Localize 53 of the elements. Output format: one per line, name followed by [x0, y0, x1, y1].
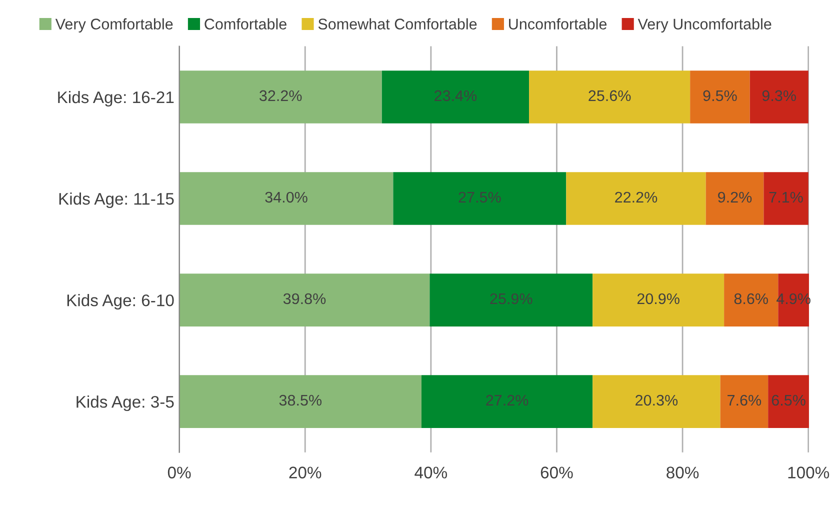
data-label: 32.2%: [260, 90, 302, 102]
y-tick-label: Kids Age: 6-10: [67, 294, 174, 310]
bar: [179, 70, 382, 124]
bar: [382, 70, 530, 124]
data-label: 34.0%: [265, 192, 308, 203]
legend-label: Uncomfortable: [509, 18, 607, 30]
x-tick-label: 0%: [168, 466, 191, 478]
legend-label: Very Comfortable: [55, 18, 173, 33]
x-tick-label: 80%: [666, 466, 699, 478]
y-tick-label: Kids Age: 16-21: [58, 90, 174, 107]
bar: [421, 375, 593, 428]
bar: [179, 375, 422, 428]
bar: [750, 70, 808, 124]
data-label: 9.5%: [703, 90, 737, 102]
bar: [179, 274, 430, 326]
x-tick-label: 20%: [289, 466, 322, 478]
bar: [720, 375, 768, 428]
data-label: 27.5%: [458, 192, 501, 203]
data-label: 7.1%: [769, 192, 803, 203]
bar: [768, 375, 809, 428]
legend-label: Very Uncomfortable: [638, 18, 772, 33]
data-label: 6.5%: [772, 394, 806, 406]
legend-label: Somewhat Comfortable: [318, 18, 477, 30]
bar: [179, 172, 394, 225]
x-tick-label: 40%: [414, 466, 448, 478]
bar: [592, 375, 720, 428]
data-label: 7.6%: [728, 394, 762, 406]
bar: [393, 172, 566, 225]
legend-label: Comfortable: [204, 18, 286, 30]
y-tick-label: Kids Age: 11-15: [59, 192, 174, 208]
data-label: 22.2%: [615, 192, 658, 203]
bar: [430, 274, 593, 326]
y-tick-label: Kids Age: 3-5: [76, 396, 174, 412]
bar: [690, 70, 750, 124]
data-label: 27.2%: [486, 394, 528, 406]
data-label: 20.3%: [636, 394, 678, 406]
data-label: 8.6%: [734, 293, 768, 304]
data-label: 25.9%: [490, 293, 532, 304]
data-label: 9.2%: [718, 192, 752, 203]
bar: [724, 274, 778, 326]
data-label: 38.5%: [279, 394, 322, 406]
x-tick-label: 60%: [540, 466, 573, 478]
data-label: 23.4%: [434, 90, 477, 102]
data-label: 20.9%: [637, 293, 680, 304]
data-label: 9.3%: [762, 90, 796, 102]
bar: [592, 274, 724, 326]
bar: [764, 172, 808, 225]
x-tick-label: 100%: [788, 466, 830, 478]
bar: [529, 70, 690, 124]
bar: [706, 172, 764, 225]
bar: [566, 172, 706, 225]
data-label: 39.8%: [283, 293, 326, 304]
data-label: 25.6%: [588, 90, 631, 102]
